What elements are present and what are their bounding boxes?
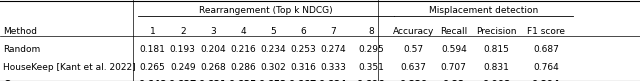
- Text: Method: Method: [3, 27, 37, 36]
- Text: 0.234: 0.234: [260, 45, 286, 54]
- Text: 0.684: 0.684: [319, 80, 348, 81]
- Text: 0.764: 0.764: [533, 63, 559, 72]
- Text: 7: 7: [330, 27, 336, 36]
- Text: 1: 1: [150, 27, 156, 36]
- Text: 0.268: 0.268: [200, 63, 226, 72]
- Text: F1 score: F1 score: [527, 27, 565, 36]
- Text: Recall: Recall: [440, 27, 467, 36]
- Text: 3: 3: [210, 27, 216, 36]
- Text: 5: 5: [270, 27, 276, 36]
- Text: 0.707: 0.707: [441, 63, 467, 72]
- Text: 8: 8: [368, 27, 374, 36]
- Text: 0.696: 0.696: [356, 80, 385, 81]
- Text: 0.648: 0.648: [138, 80, 167, 81]
- Text: 0.193: 0.193: [170, 45, 196, 54]
- Text: 0.815: 0.815: [484, 45, 509, 54]
- Text: Ours: Ours: [3, 80, 28, 81]
- Text: 0.316: 0.316: [290, 63, 316, 72]
- Text: 0.831: 0.831: [484, 63, 509, 72]
- Text: 0.181: 0.181: [140, 45, 166, 54]
- Text: 0.652: 0.652: [259, 80, 287, 81]
- Text: 0.635: 0.635: [228, 80, 257, 81]
- Text: 4: 4: [240, 27, 246, 36]
- Text: 0.216: 0.216: [230, 45, 256, 54]
- Text: Accuracy: Accuracy: [393, 27, 435, 36]
- Text: 0.274: 0.274: [320, 45, 346, 54]
- Text: Precision: Precision: [476, 27, 517, 36]
- Text: 0.253: 0.253: [290, 45, 316, 54]
- Text: 0.637: 0.637: [401, 63, 427, 72]
- Text: HouseKeep [Kant et al. 2022]: HouseKeep [Kant et al. 2022]: [3, 63, 136, 72]
- Text: Misplacement detection: Misplacement detection: [429, 6, 538, 15]
- Text: 0.894: 0.894: [532, 80, 561, 81]
- Text: Rearrangement (Top k NDCG): Rearrangement (Top k NDCG): [199, 6, 332, 15]
- Text: 0.667: 0.667: [289, 80, 317, 81]
- Text: 0.204: 0.204: [200, 45, 226, 54]
- Text: 0.594: 0.594: [441, 45, 467, 54]
- Text: 0.286: 0.286: [230, 63, 256, 72]
- Text: 6: 6: [300, 27, 306, 36]
- Text: Random: Random: [3, 45, 40, 54]
- Text: 0.88: 0.88: [443, 80, 465, 81]
- Text: 0.249: 0.249: [170, 63, 196, 72]
- Text: 0.627: 0.627: [168, 80, 197, 81]
- Text: 0.829: 0.829: [399, 80, 428, 81]
- Text: 0.687: 0.687: [533, 45, 559, 54]
- Text: 0.295: 0.295: [358, 45, 384, 54]
- Text: 0.302: 0.302: [260, 63, 286, 72]
- Text: 0.265: 0.265: [140, 63, 166, 72]
- Text: 0.908: 0.908: [483, 80, 511, 81]
- Text: 0.621: 0.621: [198, 80, 227, 81]
- Text: 0.351: 0.351: [358, 63, 384, 72]
- Text: 0.57: 0.57: [404, 45, 424, 54]
- Text: 0.333: 0.333: [320, 63, 346, 72]
- Text: 2: 2: [180, 27, 186, 36]
